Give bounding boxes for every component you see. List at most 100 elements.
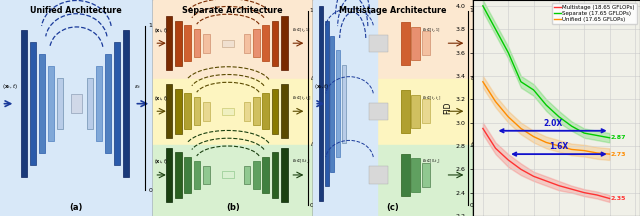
Text: 1: 1 [470,8,474,13]
Bar [114,42,120,165]
Text: $\epsilon_{t\in[t_1,t_2]}$: $\epsilon_{t\in[t_1,t_2]}$ [292,94,312,103]
Text: $t_1$: $t_1$ [470,140,476,149]
Text: $(\mathbf{x}_t,t)$: $(\mathbf{x}_t,t)$ [154,25,169,35]
Bar [253,97,260,125]
Bar [175,21,182,66]
Bar [411,95,420,128]
Bar [184,157,191,193]
Bar [401,22,410,65]
Text: 2.73: 2.73 [611,152,626,157]
Bar [175,152,182,198]
Legend: Multistage (18.65 GFLOPs), Separate (17.65 GFLOPs), Unified (17.65 GFLOPs): Multistage (18.65 GFLOPs), Separate (17.… [552,3,637,24]
Bar [342,65,346,143]
Line: Multistage (18.65 GFLOPs): Multistage (18.65 GFLOPs) [483,129,609,199]
Bar [88,78,93,129]
Text: 0: 0 [310,203,314,208]
Text: $\epsilon_{t\in[t_2,1]}$: $\epsilon_{t\in[t_2,1]}$ [292,26,310,35]
Bar [184,25,191,61]
Bar [281,148,288,202]
Bar [271,89,278,134]
Multistage (18.65 GFLOPs) [492,147,499,149]
Bar [184,93,191,129]
Text: $l_2$: $l_2$ [310,74,316,83]
Multistage (18.65 GFLOPs) [542,180,550,182]
Bar [175,89,182,134]
Multistage (18.65 GFLOPs) [593,194,601,196]
Bar [30,42,36,165]
Text: (a): (a) [70,203,83,212]
Bar [166,84,172,138]
Multistage (18.65 GFLOPs) [504,159,512,161]
Bar [166,148,172,202]
Text: 2.0X: 2.0X [543,119,562,128]
Bar [369,166,388,184]
Multistage (18.65 GFLOPs) [580,191,588,194]
Text: $(\mathbf{x}_t, t)$: $(\mathbf{x}_t, t)$ [314,82,330,91]
Text: 0: 0 [148,187,152,193]
Unified (17.65 GFLOPs) [479,80,486,83]
Separate (17.65 GFLOPs) [479,5,486,7]
Bar [194,97,200,125]
Bar [411,27,420,60]
Bar [262,93,269,129]
Text: $(\mathbf{x}_t, t)$: $(\mathbf{x}_t, t)$ [1,82,17,91]
Multistage (18.65 GFLOPs) [568,188,575,191]
Bar [203,34,210,53]
Bar [194,161,200,189]
Bar [253,161,260,189]
Bar [330,36,335,172]
Text: Multistage Architecture: Multistage Architecture [339,6,447,16]
Bar [369,35,388,52]
Bar [401,90,410,133]
Bar [281,16,288,70]
Unified (17.65 GFLOPs) [555,145,563,147]
Bar [153,0,313,79]
Text: $(\mathbf{x}_t,t)$: $(\mathbf{x}_t,t)$ [154,157,169,166]
Bar [271,21,278,66]
Bar [374,0,473,79]
Unified (17.65 GFLOPs) [504,116,512,118]
Separate (17.65 GFLOPs) [580,132,588,134]
Multistage (18.65 GFLOPs) [555,184,563,187]
Multistage (18.65 GFLOPs) [479,127,486,130]
Bar [324,21,329,186]
Bar [244,165,250,184]
Bar [166,16,172,70]
Bar [153,79,313,145]
Bar [21,30,28,177]
Text: 1.6X: 1.6X [549,142,568,151]
Unified (17.65 GFLOPs) [517,127,525,130]
Unified (17.65 GFLOPs) [568,148,575,151]
Unified (17.65 GFLOPs) [593,152,601,154]
Text: 2.87: 2.87 [611,135,626,140]
Bar [122,30,129,177]
Bar [221,172,234,178]
Bar [422,163,430,187]
Bar [105,54,111,153]
Multistage (18.65 GFLOPs) [530,175,538,178]
Text: 0: 0 [470,203,474,208]
Bar [221,40,234,47]
Bar [221,108,234,115]
Y-axis label: FID: FID [444,102,452,114]
Text: $(\mathbf{x}_t,t)$: $(\mathbf{x}_t,t)$ [154,94,169,103]
Text: (b): (b) [226,203,239,212]
Separate (17.65 GFLOPs) [568,125,575,127]
Bar [422,31,430,55]
Bar [39,54,45,153]
Bar [374,79,473,145]
Bar [153,145,313,216]
Bar [374,145,473,216]
Unified (17.65 GFLOPs) [605,153,613,156]
Text: Unified Architecture: Unified Architecture [31,6,122,16]
Bar [253,29,260,57]
Text: 2.35: 2.35 [611,196,626,201]
Bar [313,0,377,216]
Text: 1: 1 [148,23,152,29]
Bar [203,165,210,184]
Bar [244,34,250,53]
Text: Separate Architecture: Separate Architecture [182,6,283,16]
Text: $\epsilon_{t\in[0,t_1]}$: $\epsilon_{t\in[0,t_1]}$ [292,158,310,166]
Text: $\epsilon_{t\in[t_2,1]}$: $\epsilon_{t\in[t_2,1]}$ [422,26,440,35]
Text: $t_2$: $t_2$ [470,74,476,83]
